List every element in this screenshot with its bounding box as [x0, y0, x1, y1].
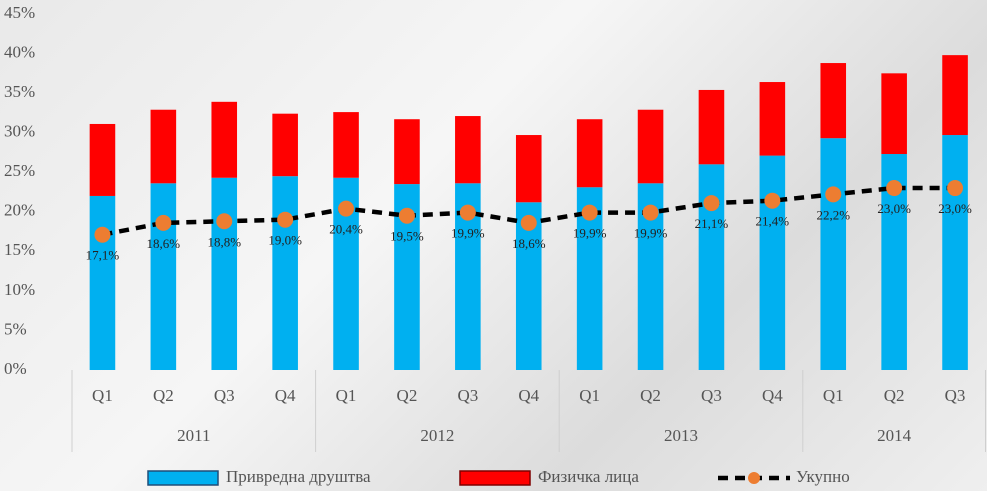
- value-label: 18,6%: [147, 236, 181, 251]
- bar-segment: [698, 89, 725, 165]
- value-label: 23,0%: [877, 201, 911, 216]
- total-marker: [520, 214, 537, 231]
- legend-label: Привредна друштва: [226, 467, 371, 486]
- bar-segment: [759, 82, 786, 156]
- bar-segment: [333, 112, 359, 178]
- value-label: 19,0%: [268, 233, 302, 248]
- total-marker: [94, 226, 111, 243]
- year-label: 2014: [877, 426, 912, 445]
- bar-segment: [272, 113, 298, 177]
- y-tick-label: 5%: [4, 319, 27, 338]
- x-tick-label: Q1: [336, 386, 357, 405]
- legend-label: Физичка лица: [538, 467, 639, 486]
- x-tick-label: Q4: [762, 386, 783, 405]
- value-label: 21,4%: [756, 214, 790, 229]
- value-label: 19,9%: [451, 226, 485, 241]
- x-tick-label: Q2: [884, 386, 905, 405]
- bar-segment: [759, 155, 786, 370]
- total-marker: [703, 195, 720, 212]
- value-label: 23,0%: [938, 201, 972, 216]
- value-label: 20,4%: [329, 222, 363, 237]
- total-marker: [338, 200, 355, 217]
- value-label: 22,2%: [816, 207, 850, 222]
- value-label: 18,8%: [207, 234, 241, 249]
- x-tick-label: Q2: [397, 386, 418, 405]
- value-label: 19,9%: [573, 226, 607, 241]
- value-label: 19,9%: [634, 226, 668, 241]
- legend-swatch: [748, 472, 760, 484]
- bar-segment: [637, 109, 664, 184]
- total-marker: [764, 192, 781, 209]
- value-label: 21,1%: [695, 216, 729, 231]
- bar-segment: [272, 176, 298, 370]
- y-tick-label: 45%: [4, 3, 35, 22]
- value-label: 17,1%: [86, 248, 120, 263]
- total-marker: [581, 204, 598, 221]
- y-tick-label: 40%: [4, 42, 35, 61]
- x-tick-label: Q2: [640, 386, 661, 405]
- legend-swatch: [459, 470, 531, 486]
- total-marker: [642, 204, 659, 221]
- year-label: 2011: [177, 426, 210, 445]
- year-label: 2013: [664, 426, 698, 445]
- y-tick-label: 0%: [4, 359, 27, 378]
- x-tick-label: Q3: [701, 386, 722, 405]
- total-marker: [886, 180, 903, 197]
- y-tick-label: 25%: [4, 161, 35, 180]
- bar-segment: [89, 195, 116, 370]
- value-label: 19,5%: [390, 229, 424, 244]
- y-tick-label: 35%: [4, 82, 35, 101]
- total-marker: [825, 186, 842, 203]
- y-tick-label: 15%: [4, 240, 35, 259]
- bar-segment: [820, 63, 847, 139]
- x-tick-label: Q4: [275, 386, 296, 405]
- bar-segment: [576, 119, 603, 188]
- value-label: 18,6%: [512, 236, 546, 251]
- x-tick-label: Q1: [579, 386, 600, 405]
- total-marker: [459, 204, 476, 221]
- legend-label: Укупно: [796, 467, 850, 486]
- total-marker: [947, 180, 964, 197]
- x-tick-label: Q3: [945, 386, 966, 405]
- bar-segment: [150, 183, 177, 370]
- y-tick-label: 20%: [4, 201, 35, 220]
- total-marker: [398, 207, 415, 224]
- y-tick-label: 10%: [4, 280, 35, 299]
- total-marker: [216, 213, 233, 230]
- bar-segment: [150, 109, 177, 184]
- bar-segment: [455, 116, 481, 184]
- x-tick-label: Q3: [214, 386, 235, 405]
- x-tick-label: Q3: [457, 386, 478, 405]
- x-tick-label: Q4: [518, 386, 539, 405]
- legend-swatch: [147, 470, 219, 486]
- y-tick-label: 30%: [4, 122, 35, 141]
- year-label: 2012: [420, 426, 454, 445]
- bar-segment: [942, 55, 968, 136]
- bar-segment: [89, 123, 116, 196]
- bar-segment: [211, 101, 238, 178]
- bar-segment: [820, 138, 847, 370]
- bar-segment: [211, 177, 238, 370]
- total-marker: [155, 214, 172, 231]
- bar-segment: [881, 73, 907, 155]
- x-tick-label: Q1: [823, 386, 844, 405]
- bar-segment: [515, 135, 542, 203]
- x-tick-label: Q2: [153, 386, 174, 405]
- bar-segment: [394, 119, 420, 185]
- bar-segment: [942, 135, 968, 370]
- total-marker: [277, 211, 294, 228]
- x-tick-label: Q1: [92, 386, 113, 405]
